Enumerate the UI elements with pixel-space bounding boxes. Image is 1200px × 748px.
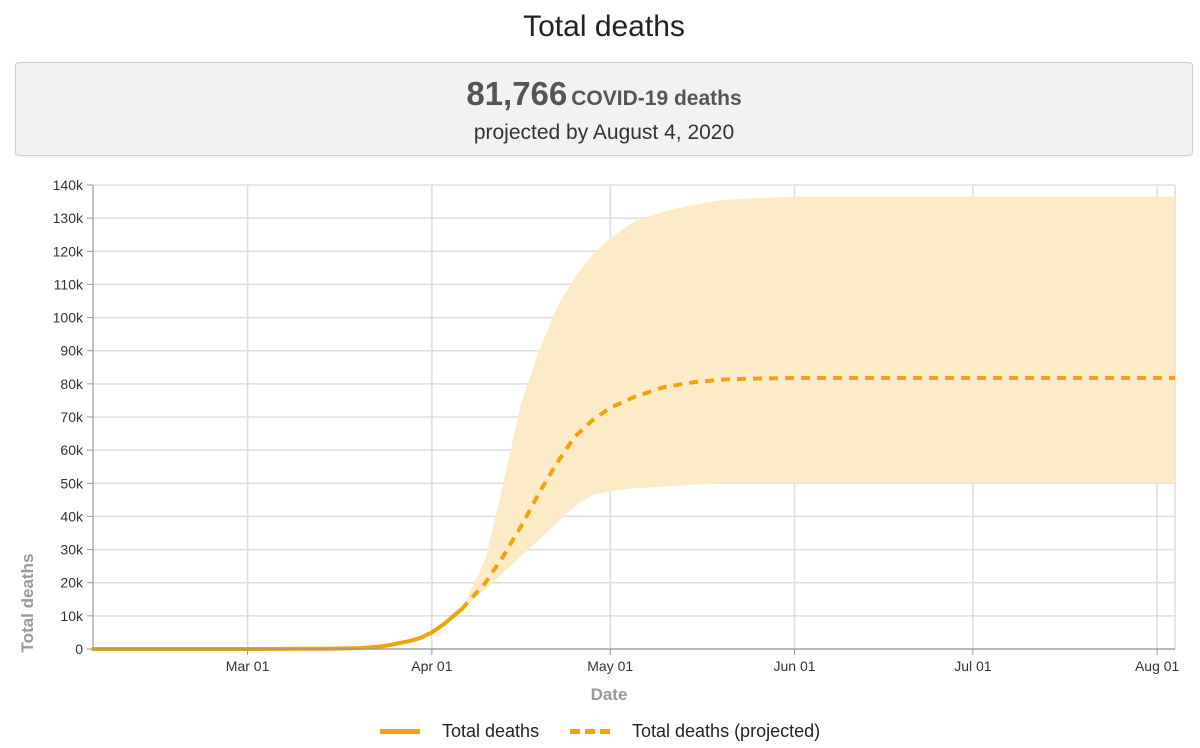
- x-tick-label: May 01: [587, 658, 633, 674]
- page-title: Total deaths: [523, 10, 685, 43]
- legend-item-total-deaths-projected[interactable]: Total deaths (projected): [570, 716, 820, 746]
- summary-number: 81,766: [466, 75, 568, 112]
- y-tick-label: 130k: [53, 210, 84, 226]
- chart-legend: Total deaths Total deaths (projected): [0, 716, 1200, 746]
- legend-label: Total deaths: [442, 720, 540, 741]
- y-tick-label: 90k: [60, 343, 84, 359]
- x-tick-label: Mar 01: [226, 658, 270, 674]
- legend-item-total-deaths[interactable]: Total deaths: [380, 716, 539, 746]
- axis-layer: 0 10k 20k 30k 40k 50k 60k 70k 80k 90k 100k 110k 120k…: [53, 177, 1180, 674]
- legend-label: Total deaths (projected): [632, 720, 821, 741]
- x-axis-title: Date: [591, 685, 628, 704]
- y-tick-label: 100k: [53, 310, 84, 326]
- y-tick-label: 10k: [60, 608, 84, 624]
- legend-swatch-dashed: [570, 728, 610, 734]
- y-tick-label: 30k: [60, 542, 84, 558]
- y-tick-label: 70k: [60, 409, 84, 425]
- total-deaths-chart: 0 10k 20k 30k 40k 50k 60k 70k 80k 90k 100k 110k 120k…: [18, 177, 1180, 704]
- y-tick-label: 140k: [53, 177, 84, 193]
- legend-swatch-solid: [380, 728, 420, 734]
- summary-headline: 81,766 COVID-19 deaths: [16, 75, 1192, 113]
- uncertainty-band-layer: [461, 196, 1176, 610]
- x-tick-label: Aug 01: [1135, 658, 1180, 674]
- x-tick-label: Apr 01: [411, 658, 452, 674]
- y-tick-label: 120k: [53, 243, 84, 259]
- y-axis-title: Total deaths: [18, 554, 37, 653]
- y-tick-label: 20k: [60, 575, 84, 591]
- x-tick-label: Jul 01: [954, 658, 992, 674]
- summary-card: 81,766 COVID-19 deaths projected by Augus…: [15, 62, 1193, 156]
- y-tick-label: 80k: [60, 376, 84, 392]
- y-tick-label: 60k: [60, 442, 84, 458]
- y-tick-label: 110k: [54, 276, 84, 292]
- summary-unit: COVID-19 deaths: [571, 87, 742, 110]
- uncertainty-band: [461, 196, 1176, 610]
- y-tick-label: 0: [75, 641, 83, 657]
- y-tick-label: 50k: [60, 475, 84, 491]
- summary-subtitle: projected by August 4, 2020: [473, 121, 735, 144]
- x-tick-label: Jun 01: [773, 658, 815, 674]
- y-tick-label: 40k: [60, 508, 84, 524]
